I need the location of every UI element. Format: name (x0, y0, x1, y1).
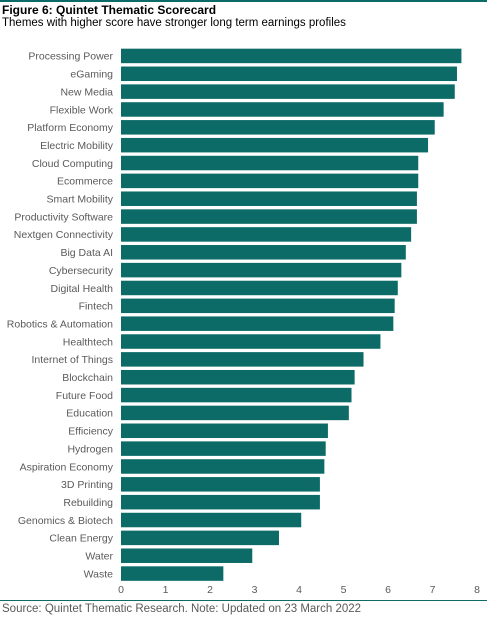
category-label: Clean Energy (49, 533, 113, 545)
bar (121, 227, 412, 242)
bar (121, 120, 435, 135)
bar (121, 387, 352, 403)
bar (121, 262, 402, 278)
bar (121, 298, 395, 314)
category-label: Internet of Things (31, 354, 113, 366)
bar (121, 423, 328, 439)
category-label: Hydrogen (67, 443, 113, 455)
category-label: New Media (60, 86, 113, 98)
x-tick-label: 3 (252, 584, 258, 596)
bar (121, 405, 349, 421)
source-note: Source: Quintet Thematic Research. Note:… (2, 603, 362, 615)
bar (121, 280, 398, 296)
figure-title: Figure 6: Quintet Thematic Scorecard (2, 3, 217, 17)
bars (121, 48, 462, 581)
bar (121, 155, 419, 171)
category-label: Ecommerce (57, 176, 113, 188)
category-label: Future Food (56, 390, 113, 402)
category-label: eGaming (70, 69, 113, 81)
category-label: Efficiency (68, 426, 113, 438)
bar (121, 334, 381, 349)
x-tick-label: 4 (296, 584, 302, 596)
category-labels: Processing Power eGaming New Media Flexible… (7, 51, 114, 581)
bar (121, 84, 455, 99)
x-tick-label: 8 (474, 584, 480, 596)
category-label: Big Data AI (60, 247, 113, 259)
x-tick-label: 7 (430, 584, 436, 596)
bar (121, 209, 417, 224)
category-label: Platform Economy (27, 122, 114, 134)
bar (121, 316, 394, 331)
category-label: Aspiration Economy (20, 461, 114, 473)
x-tick-label: 6 (385, 584, 391, 596)
x-axis-ticks: 0 1 2 3 4 5 6 7 8 (118, 584, 480, 596)
bar (121, 512, 302, 528)
bottom-rule (0, 600, 487, 601)
category-label: Healthtech (63, 336, 113, 348)
category-label: Genomics & Biotech (18, 515, 113, 527)
category-label: Productivity Software (14, 211, 113, 223)
category-label: 3D Printing (61, 479, 113, 491)
category-label: Nextgen Connectivity (14, 229, 114, 241)
category-label: Electric Mobility (40, 140, 114, 152)
bar (121, 459, 325, 474)
category-label: Fintech (79, 301, 114, 313)
bar (121, 477, 320, 492)
category-label: Water (85, 551, 113, 563)
bar (121, 566, 224, 581)
bar (121, 102, 444, 117)
bar (121, 352, 364, 367)
bar (121, 48, 462, 64)
bar (121, 245, 406, 260)
x-tick-label: 0 (118, 584, 124, 596)
category-label: Cybersecurity (49, 265, 114, 277)
bar (121, 191, 417, 206)
category-label: Waste (84, 568, 114, 580)
category-label: Robotics & Automation (7, 318, 113, 330)
bar (121, 494, 320, 510)
bar (121, 173, 419, 189)
category-label: Blockchain (62, 372, 113, 384)
category-label: Cloud Computing (32, 158, 113, 170)
bar (121, 530, 279, 546)
bar (121, 548, 253, 563)
category-label: Education (66, 408, 113, 420)
bar (121, 441, 326, 456)
category-label: Flexible Work (50, 104, 114, 116)
x-tick-label: 2 (207, 584, 213, 596)
category-label: Rebuilding (63, 497, 113, 509)
x-tick-label: 1 (163, 584, 169, 596)
bar-chart: Processing Power eGaming New Media Flexible… (7, 48, 480, 596)
bar (121, 369, 355, 385)
top-rule (0, 0, 487, 2)
figure-subtitle: Themes with higher score have stronger l… (2, 17, 346, 29)
bar (121, 137, 429, 153)
category-label: Digital Health (51, 283, 114, 295)
category-label: Processing Power (28, 51, 113, 63)
x-tick-label: 5 (341, 584, 347, 596)
category-label: Smart Mobility (46, 194, 113, 206)
bar (121, 66, 457, 82)
